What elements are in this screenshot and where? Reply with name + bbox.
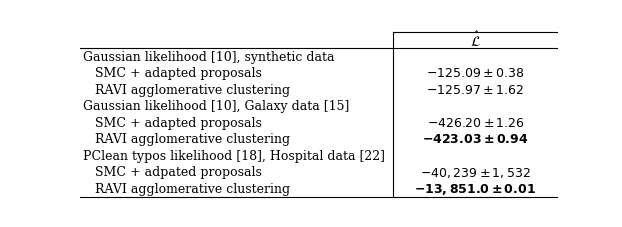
- Text: RAVI agglomerative clustering: RAVI agglomerative clustering: [83, 182, 290, 195]
- Text: SMC + adapted proposals: SMC + adapted proposals: [83, 67, 261, 80]
- Text: SMC + adpated proposals: SMC + adpated proposals: [83, 166, 261, 179]
- Text: $\mathbf{-423.03 \pm 0.94}$: $\mathbf{-423.03 \pm 0.94}$: [422, 133, 529, 146]
- Text: $-40,239 \pm 1,532$: $-40,239 \pm 1,532$: [420, 165, 531, 179]
- Text: $-426.20 \pm 1.26$: $-426.20 \pm 1.26$: [427, 116, 524, 129]
- Text: RAVI agglomerative clustering: RAVI agglomerative clustering: [83, 133, 290, 146]
- Text: PClean typos likelihood [18], Hospital data [22]: PClean typos likelihood [18], Hospital d…: [83, 149, 384, 162]
- Text: $\mathbf{-13,851.0 \pm 0.01}$: $\mathbf{-13,851.0 \pm 0.01}$: [414, 181, 536, 196]
- Text: $\hat{\mathcal{L}}$: $\hat{\mathcal{L}}$: [470, 31, 481, 50]
- Text: Gaussian likelihood [10], synthetic data: Gaussian likelihood [10], synthetic data: [83, 51, 334, 64]
- Text: Gaussian likelihood [10], Galaxy data [15]: Gaussian likelihood [10], Galaxy data [1…: [83, 100, 349, 113]
- Text: RAVI agglomerative clustering: RAVI agglomerative clustering: [83, 84, 290, 96]
- Text: $-125.97 \pm 1.62$: $-125.97 \pm 1.62$: [427, 84, 524, 96]
- Text: SMC + adapted proposals: SMC + adapted proposals: [83, 116, 261, 129]
- Text: $-125.09 \pm 0.38$: $-125.09 \pm 0.38$: [426, 67, 525, 80]
